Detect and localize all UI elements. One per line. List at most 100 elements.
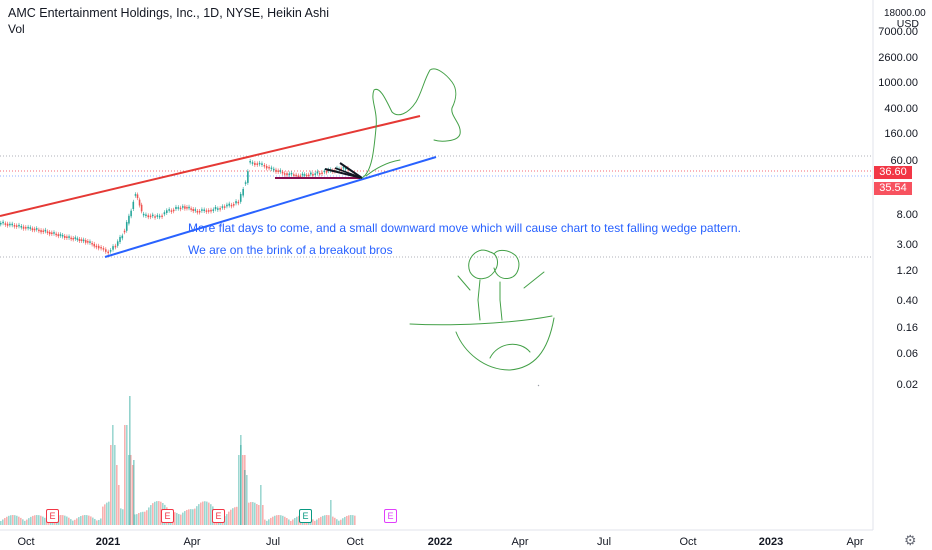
candle bbox=[247, 171, 249, 183]
volume-bar bbox=[206, 501, 208, 525]
candle bbox=[273, 168, 275, 171]
volume-bar bbox=[44, 517, 46, 525]
volume-bar bbox=[0, 521, 2, 525]
volume-bar bbox=[122, 509, 124, 525]
freehand-doodles[interactable] bbox=[361, 68, 555, 371]
earnings-marker-4[interactable]: E bbox=[299, 509, 312, 523]
volume-bar bbox=[326, 515, 328, 525]
candle bbox=[265, 165, 268, 169]
annotation-text-2[interactable]: We are on the brink of a breakout bros bbox=[188, 243, 393, 257]
volume-bar bbox=[146, 510, 148, 525]
candle bbox=[44, 229, 47, 232]
volume-bar bbox=[350, 515, 352, 525]
volume-bar bbox=[100, 518, 102, 525]
volume-bar bbox=[242, 455, 244, 525]
volume-bar bbox=[140, 512, 142, 525]
volume-bar bbox=[342, 518, 344, 525]
volume-bar bbox=[116, 465, 118, 525]
candle bbox=[132, 201, 135, 209]
candle bbox=[116, 241, 119, 246]
volume-bar bbox=[244, 470, 246, 525]
candle bbox=[190, 208, 192, 210]
candle bbox=[66, 236, 68, 239]
volume-bar bbox=[176, 512, 178, 525]
settings-gear-icon[interactable]: ⚙ bbox=[904, 532, 917, 548]
volume-bar bbox=[266, 520, 268, 525]
candle bbox=[87, 241, 89, 243]
volume-bar bbox=[90, 516, 92, 525]
candle bbox=[310, 172, 312, 175]
candle bbox=[307, 174, 310, 177]
volume-bar bbox=[210, 504, 212, 525]
candle bbox=[53, 232, 55, 234]
candle bbox=[125, 222, 128, 231]
candle bbox=[303, 174, 306, 176]
volume-bar bbox=[198, 504, 200, 525]
candle bbox=[205, 210, 208, 212]
earnings-marker-5[interactable]: E bbox=[384, 509, 397, 523]
volume-bar bbox=[344, 516, 346, 525]
candle bbox=[130, 210, 132, 217]
volume-bar bbox=[190, 509, 192, 525]
annotation-text-1[interactable]: More flat days to come, and a small down… bbox=[188, 221, 741, 235]
candle bbox=[38, 229, 40, 232]
candle bbox=[151, 214, 154, 217]
volume-bar bbox=[32, 515, 34, 525]
candle bbox=[78, 239, 81, 241]
volume-bar bbox=[354, 515, 356, 525]
earnings-marker-2[interactable]: E bbox=[161, 509, 174, 523]
earnings-marker-3[interactable]: E bbox=[212, 509, 225, 523]
arrow-shaft-drawing[interactable] bbox=[334, 167, 363, 179]
candle bbox=[275, 169, 277, 172]
candle bbox=[170, 210, 173, 212]
candle bbox=[232, 204, 235, 206]
volume-bar bbox=[316, 519, 318, 525]
candle bbox=[297, 175, 300, 178]
candle bbox=[321, 172, 323, 175]
time-tick-label: 2022 bbox=[428, 536, 452, 548]
candle bbox=[22, 226, 25, 229]
volume-bar bbox=[262, 505, 264, 525]
volume-bar bbox=[202, 501, 204, 525]
volume-bar bbox=[142, 511, 144, 525]
volume-bar bbox=[184, 511, 186, 525]
volume-bar bbox=[106, 502, 108, 525]
candle bbox=[249, 160, 251, 163]
candle bbox=[20, 226, 23, 228]
candle bbox=[182, 206, 184, 208]
candle bbox=[156, 215, 159, 217]
candle bbox=[89, 241, 91, 243]
candle bbox=[323, 170, 326, 173]
candle bbox=[31, 228, 34, 231]
support-trendline[interactable] bbox=[104, 156, 437, 258]
earnings-marker-1[interactable]: E bbox=[46, 509, 59, 523]
candle bbox=[119, 236, 121, 243]
volume-bar bbox=[286, 518, 288, 525]
candle bbox=[325, 171, 328, 173]
candle bbox=[100, 246, 102, 249]
earnings-marker-letter: E bbox=[49, 511, 56, 521]
candle bbox=[286, 173, 288, 176]
volume-bar bbox=[328, 515, 330, 525]
candle bbox=[107, 251, 109, 254]
candle bbox=[72, 238, 75, 240]
price-axis-currency[interactable]: 18000.00 USD bbox=[884, 8, 926, 30]
resistance-trendline[interactable] bbox=[0, 115, 421, 217]
volume-bar bbox=[129, 396, 131, 525]
volume-bar bbox=[298, 515, 300, 525]
candle bbox=[33, 228, 36, 231]
time-tick-label: 2021 bbox=[96, 536, 120, 548]
volume-bar bbox=[284, 516, 286, 525]
volume-bar bbox=[276, 515, 278, 525]
price-axis-top-label: 18000.00 bbox=[884, 8, 926, 19]
price-tick-label: 7000.00 bbox=[878, 26, 918, 38]
volume-bar bbox=[84, 515, 86, 525]
volume-bar bbox=[120, 508, 122, 525]
candle bbox=[138, 199, 141, 206]
candle bbox=[15, 225, 18, 227]
candle bbox=[51, 232, 53, 235]
candle bbox=[158, 215, 161, 218]
candle bbox=[161, 215, 163, 218]
candle bbox=[203, 209, 205, 212]
